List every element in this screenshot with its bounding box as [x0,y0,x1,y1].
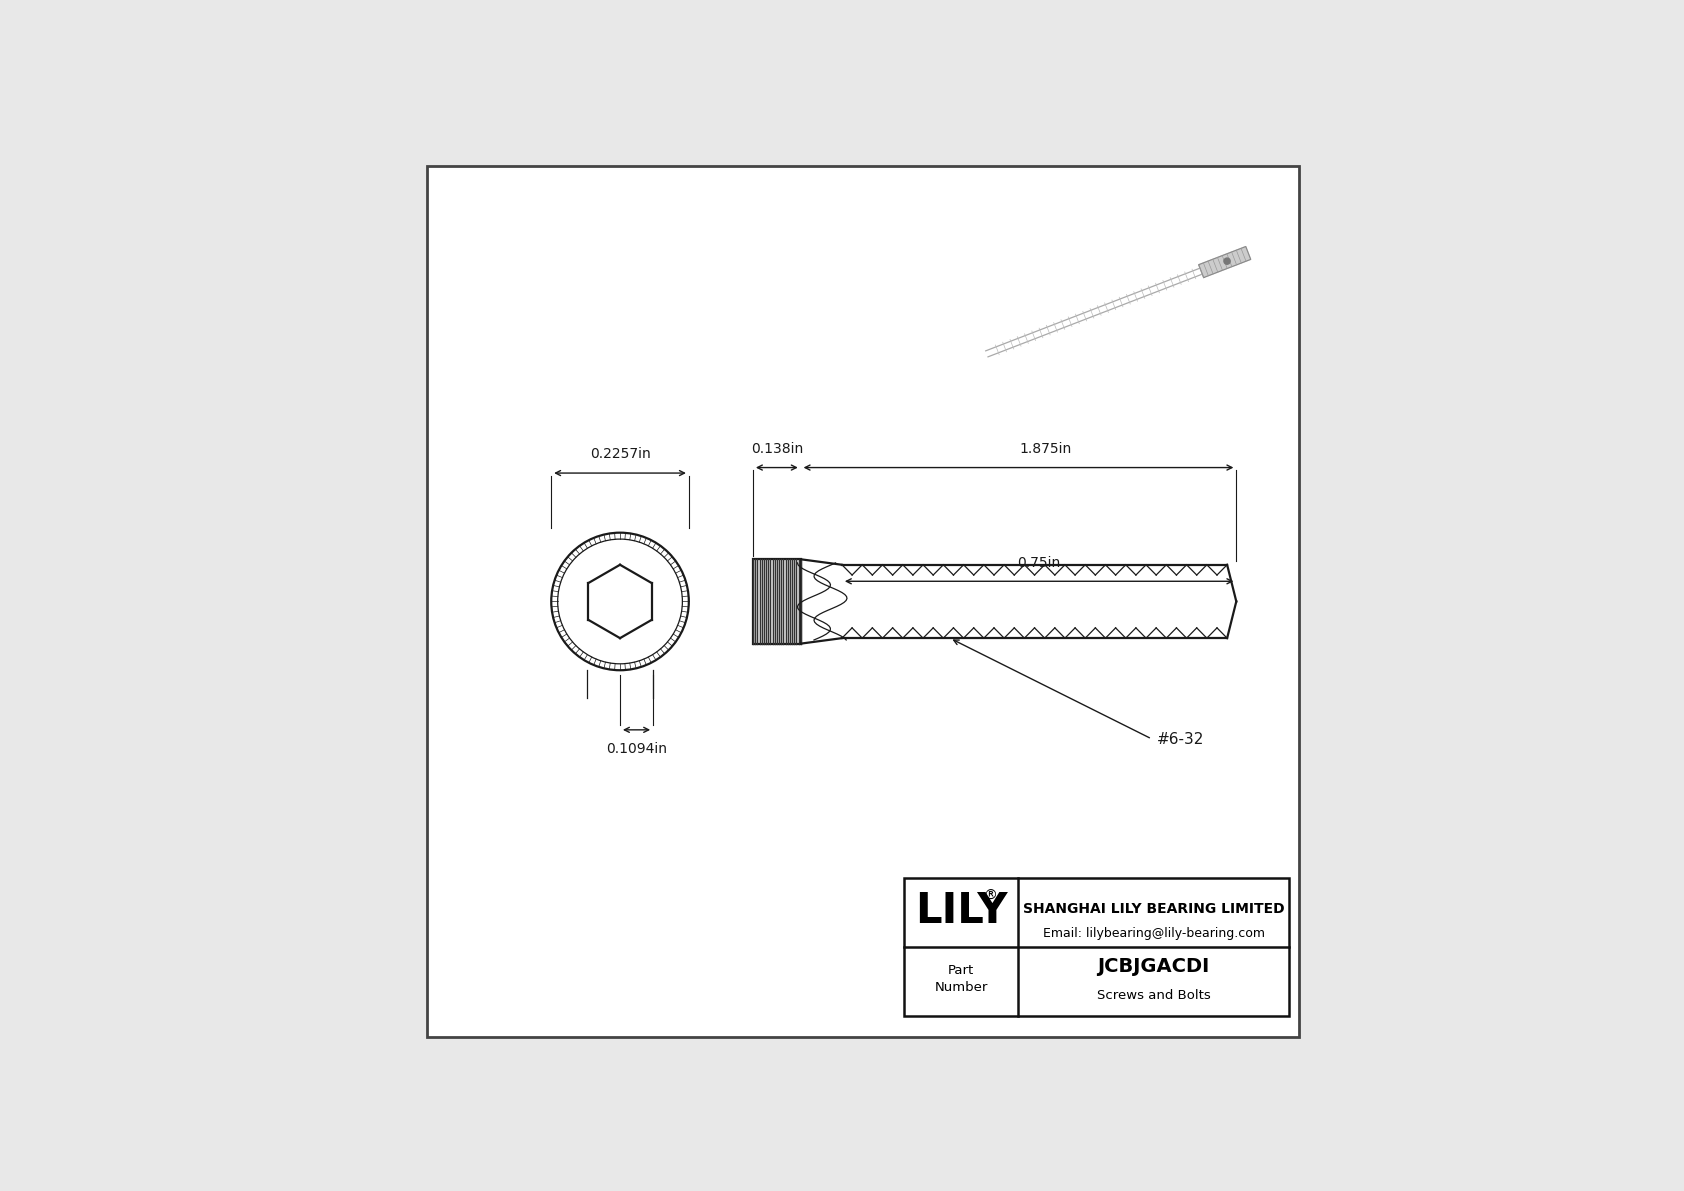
Text: Email: lilybearing@lily-bearing.com: Email: lilybearing@lily-bearing.com [1042,927,1265,940]
Text: JCBJGACDI: JCBJGACDI [1098,956,1209,975]
Text: LILY: LILY [914,891,1007,933]
Bar [904,879,1290,1016]
Text: #6-32: #6-32 [1157,731,1204,747]
Text: SHANGHAI LILY BEARING LIMITED: SHANGHAI LILY BEARING LIMITED [1022,902,1285,916]
Text: 0.75in: 0.75in [1017,556,1061,570]
Circle shape [1224,258,1229,264]
Text: ®: ® [983,888,997,903]
Polygon shape [1199,247,1251,278]
Bar [753,560,800,643]
Text: Part
Number: Part Number [935,964,989,993]
Text: 1.875in: 1.875in [1021,442,1073,456]
Text: 0.2257in: 0.2257in [589,447,650,461]
Text: 0.1094in: 0.1094in [606,742,667,756]
Text: Screws and Bolts: Screws and Bolts [1096,989,1211,1002]
Circle shape [551,532,689,671]
Text: 0.138in: 0.138in [751,442,803,456]
